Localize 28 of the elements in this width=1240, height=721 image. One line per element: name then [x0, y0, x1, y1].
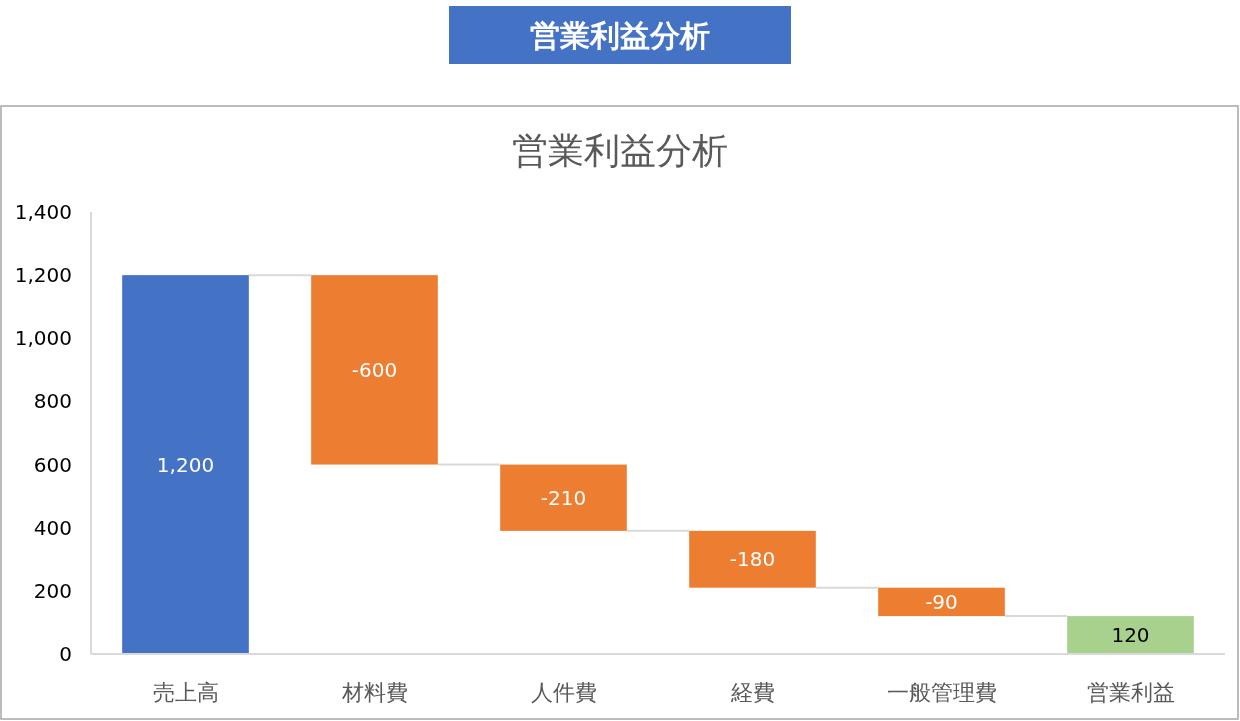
y-tick-label: 0 — [59, 642, 72, 666]
chart-title: 営業利益分析 — [530, 17, 710, 53]
x-tick-label: 人件費 — [530, 679, 597, 705]
data-label: -600 — [351, 357, 398, 382]
y-tick-label: 400 — [33, 515, 72, 540]
bar — [878, 587, 1005, 617]
y-tick-label: 600 — [33, 452, 72, 477]
y-tick-label: 200 — [33, 578, 72, 603]
data-label: -180 — [729, 547, 776, 572]
x-tick-label: 売上高 — [152, 679, 219, 705]
x-tick-label: 経費 — [729, 679, 775, 705]
y-tick-label: 800 — [33, 389, 72, 414]
data-label: -210 — [540, 485, 587, 510]
bar — [689, 530, 816, 588]
bar — [311, 275, 438, 465]
bar — [122, 275, 249, 654]
data-label: -90 — [925, 589, 958, 614]
x-tick-label: 営業利益 — [1086, 679, 1175, 705]
data-label: 1,200 — [156, 452, 215, 477]
y-tick-label: 1,200 — [14, 263, 72, 288]
y-tick-label: 1,000 — [14, 326, 72, 351]
bar — [500, 464, 627, 531]
data-label: 120 — [1111, 623, 1150, 648]
chart-subtitle: 営業利益分析 — [512, 129, 728, 171]
x-tick-label: 材料費 — [340, 679, 408, 705]
x-tick-label: 一般管理費 — [886, 679, 997, 705]
bar — [1067, 616, 1194, 654]
y-tick-label: 1,400 — [14, 200, 72, 224]
